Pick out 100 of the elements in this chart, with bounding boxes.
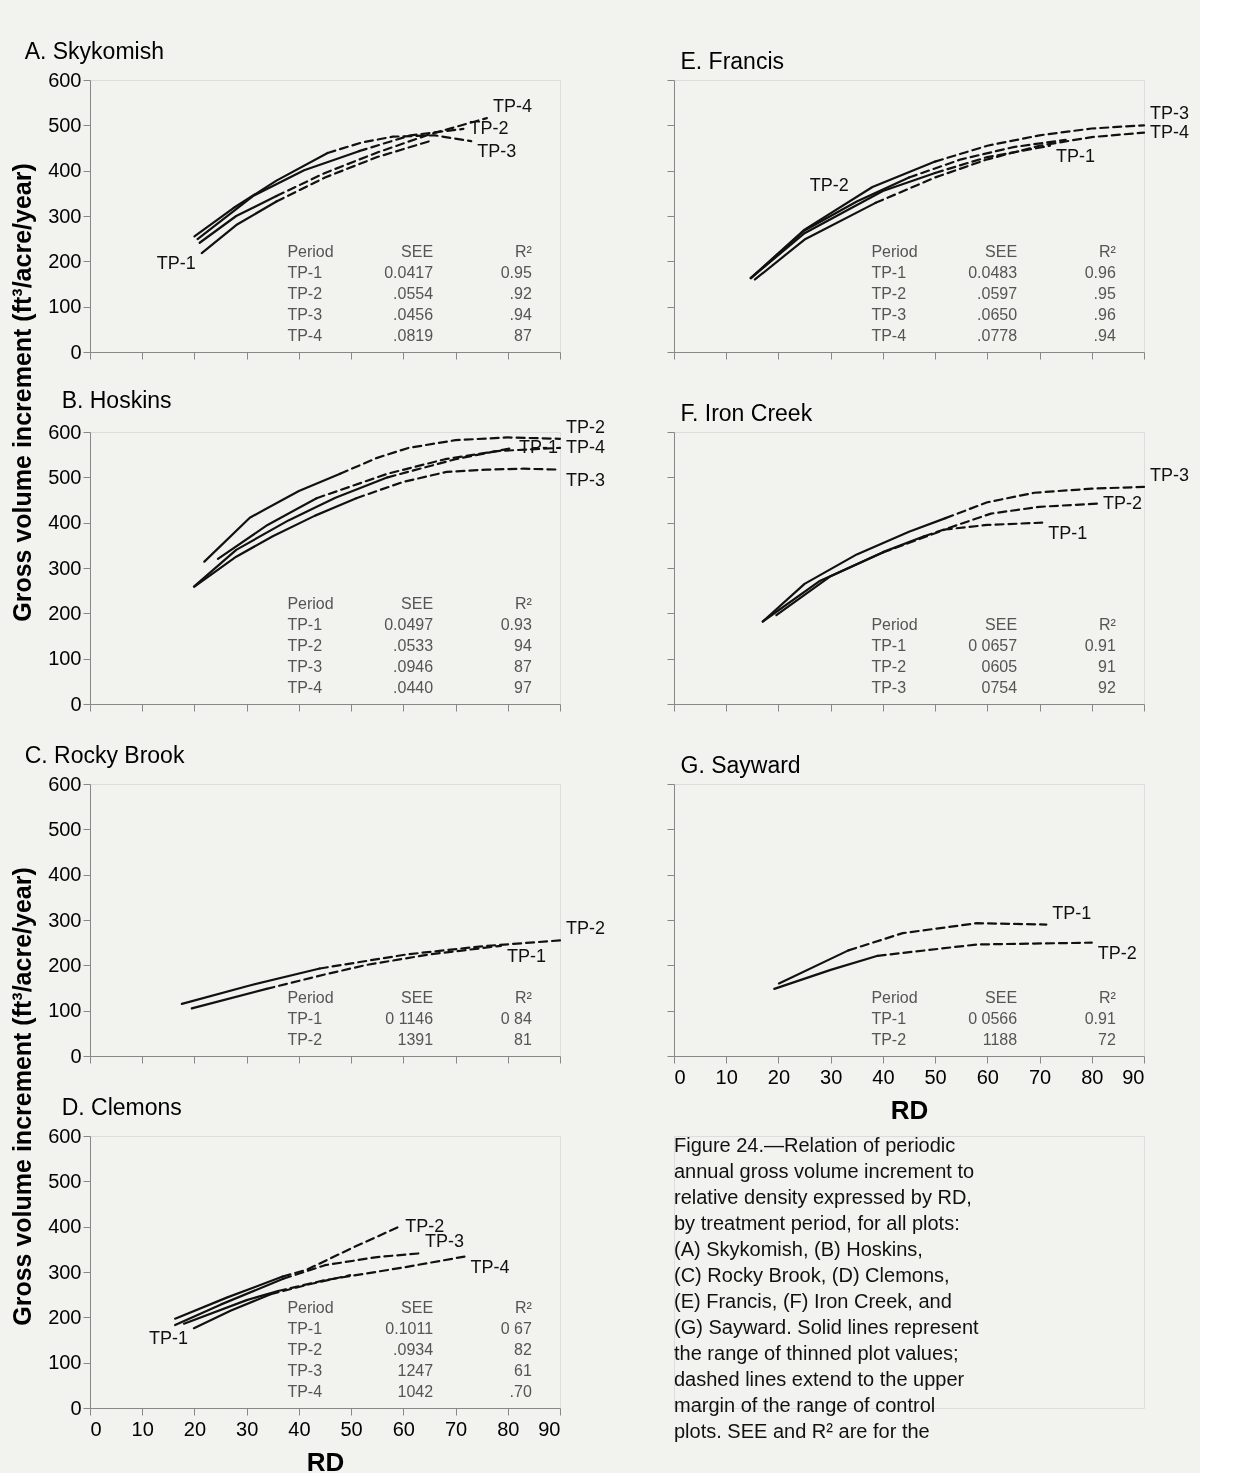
annotation: .94 [509,306,532,323]
annotation: 0.0417 [384,264,434,281]
text: margin of the range of control [674,1394,936,1416]
annotation: R² [1098,616,1117,633]
annotation: TP-1 [287,264,323,281]
x-tick-label: 60 [976,1065,999,1088]
annotation: 0 0566 [968,1010,1018,1027]
annotation: 1188 [982,1031,1018,1048]
annotation: TP-1 [1056,145,1096,166]
x-tick-label: 10 [131,1417,154,1440]
annotation: TP-3 [287,1362,323,1379]
annotation: Period [871,616,918,633]
annotation: .0554 [393,285,434,302]
y-tick-label: 200 [48,249,82,272]
text: relative density expressed by RD, [674,1186,972,1208]
annotation: TP-2 [566,416,606,437]
annotation: .0440 [393,679,434,696]
annotation: R² [1098,989,1117,1006]
y-tick-label: 0 [70,1044,82,1067]
y-tick-label: 200 [48,601,82,624]
x-tick-label: 0 [90,1417,102,1440]
y-tick-label: 300 [48,204,82,227]
annotation: SEE [985,243,1018,260]
annotation: Period [287,595,334,612]
annotation: TP-2 [871,1031,907,1048]
annotation: TP-2 [871,658,907,675]
annotation: .70 [509,1383,532,1400]
annotation: .94 [1093,327,1116,344]
x-tick-label: 70 [1028,1065,1052,1088]
annotation: 87 [514,658,532,675]
annotation: SEE [401,1299,434,1316]
annotation: 0 1146 [385,1010,434,1027]
x-tick-label: 20 [767,1065,791,1088]
y-tick-label: 200 [48,1305,82,1328]
y-tick-label: 100 [48,295,82,318]
annotation: SEE [401,595,434,612]
x-axis-title: RD [306,1446,345,1473]
x-tick-label: 70 [444,1417,468,1440]
annotation: .0934 [393,1341,434,1358]
text: (E) Francis, (F) Iron Creek, and [674,1290,952,1312]
annotation: 97 [514,679,532,696]
x-tick-label: 80 [497,1417,520,1440]
annotation: TP-2 [566,918,606,939]
y-tick-label: 500 [48,465,82,488]
x-tick-label: 90 [1122,1065,1145,1088]
annotation: TP-4 [287,679,323,696]
annotation: .0533 [393,637,434,654]
annotation: SEE [401,243,434,260]
annotation: TP-3 [477,141,517,162]
y-tick-label: 400 [48,511,82,534]
annotation: TP-3 [287,306,323,323]
annotation: TP-2 [871,285,907,302]
annotation: SEE [985,616,1018,633]
x-tick-label: 50 [924,1065,947,1088]
y-tick-label: 400 [48,159,82,182]
annotation: TP-1 [506,945,546,966]
annotation: 72 [1098,1031,1116,1048]
annotation: TP-1 [871,637,907,654]
x-tick-label: 60 [392,1417,415,1440]
y-tick-label: 600 [48,1124,82,1147]
annotation: TP-2 [1097,942,1137,963]
y-tick-label: 600 [48,772,82,795]
annotation: 94 [514,637,532,654]
x-tick-label: 40 [288,1417,311,1440]
x-tick-label: 90 [538,1417,561,1440]
annotation: TP-2 [809,175,849,196]
annotation: 92 [1098,679,1116,696]
annotation: TP-2 [287,1341,323,1358]
annotation: .0778 [977,327,1018,344]
annotation: .0456 [393,306,434,323]
annotation: TP-3 [566,469,606,490]
annotation: TP-2 [287,1031,323,1048]
text: annual gross volume increment to [674,1160,975,1182]
annotation: TP-2 [287,285,323,302]
annotation: .0946 [393,658,434,675]
y-axis-title: Gross volume increment (ft³/acre/year) [8,163,37,622]
annotation: TP-3 [425,1231,465,1252]
text: (C) Rocky Brook, (D) Clemons, [674,1264,950,1286]
annotation: 0.91 [1084,637,1116,654]
text: the range of thinned plot values; [674,1342,959,1364]
annotation: TP-4 [287,1383,323,1400]
annotation: R² [514,595,533,612]
annotation: TP-4 [492,96,532,117]
annotation: 0.1011 [385,1320,434,1337]
annotation: 82 [514,1341,532,1358]
y-tick-label: 100 [48,999,82,1022]
annotation: TP-1 [1048,522,1088,543]
y-tick-label: 0 [70,1396,82,1419]
x-tick-label: 50 [340,1417,363,1440]
annotation: .95 [1093,285,1116,302]
annotation: R² [514,1299,533,1316]
annotation: 0.95 [500,264,532,281]
x-tick-label: 30 [820,1065,843,1088]
y-tick-label: 600 [48,420,82,443]
y-tick-label: 0 [70,340,82,363]
text: (G) Sayward. Solid lines represent [674,1316,980,1338]
annotation: TP-4 [287,327,323,344]
annotation: TP-2 [1103,492,1143,513]
y-tick-label: 300 [48,556,82,579]
annotation: R² [514,243,533,260]
